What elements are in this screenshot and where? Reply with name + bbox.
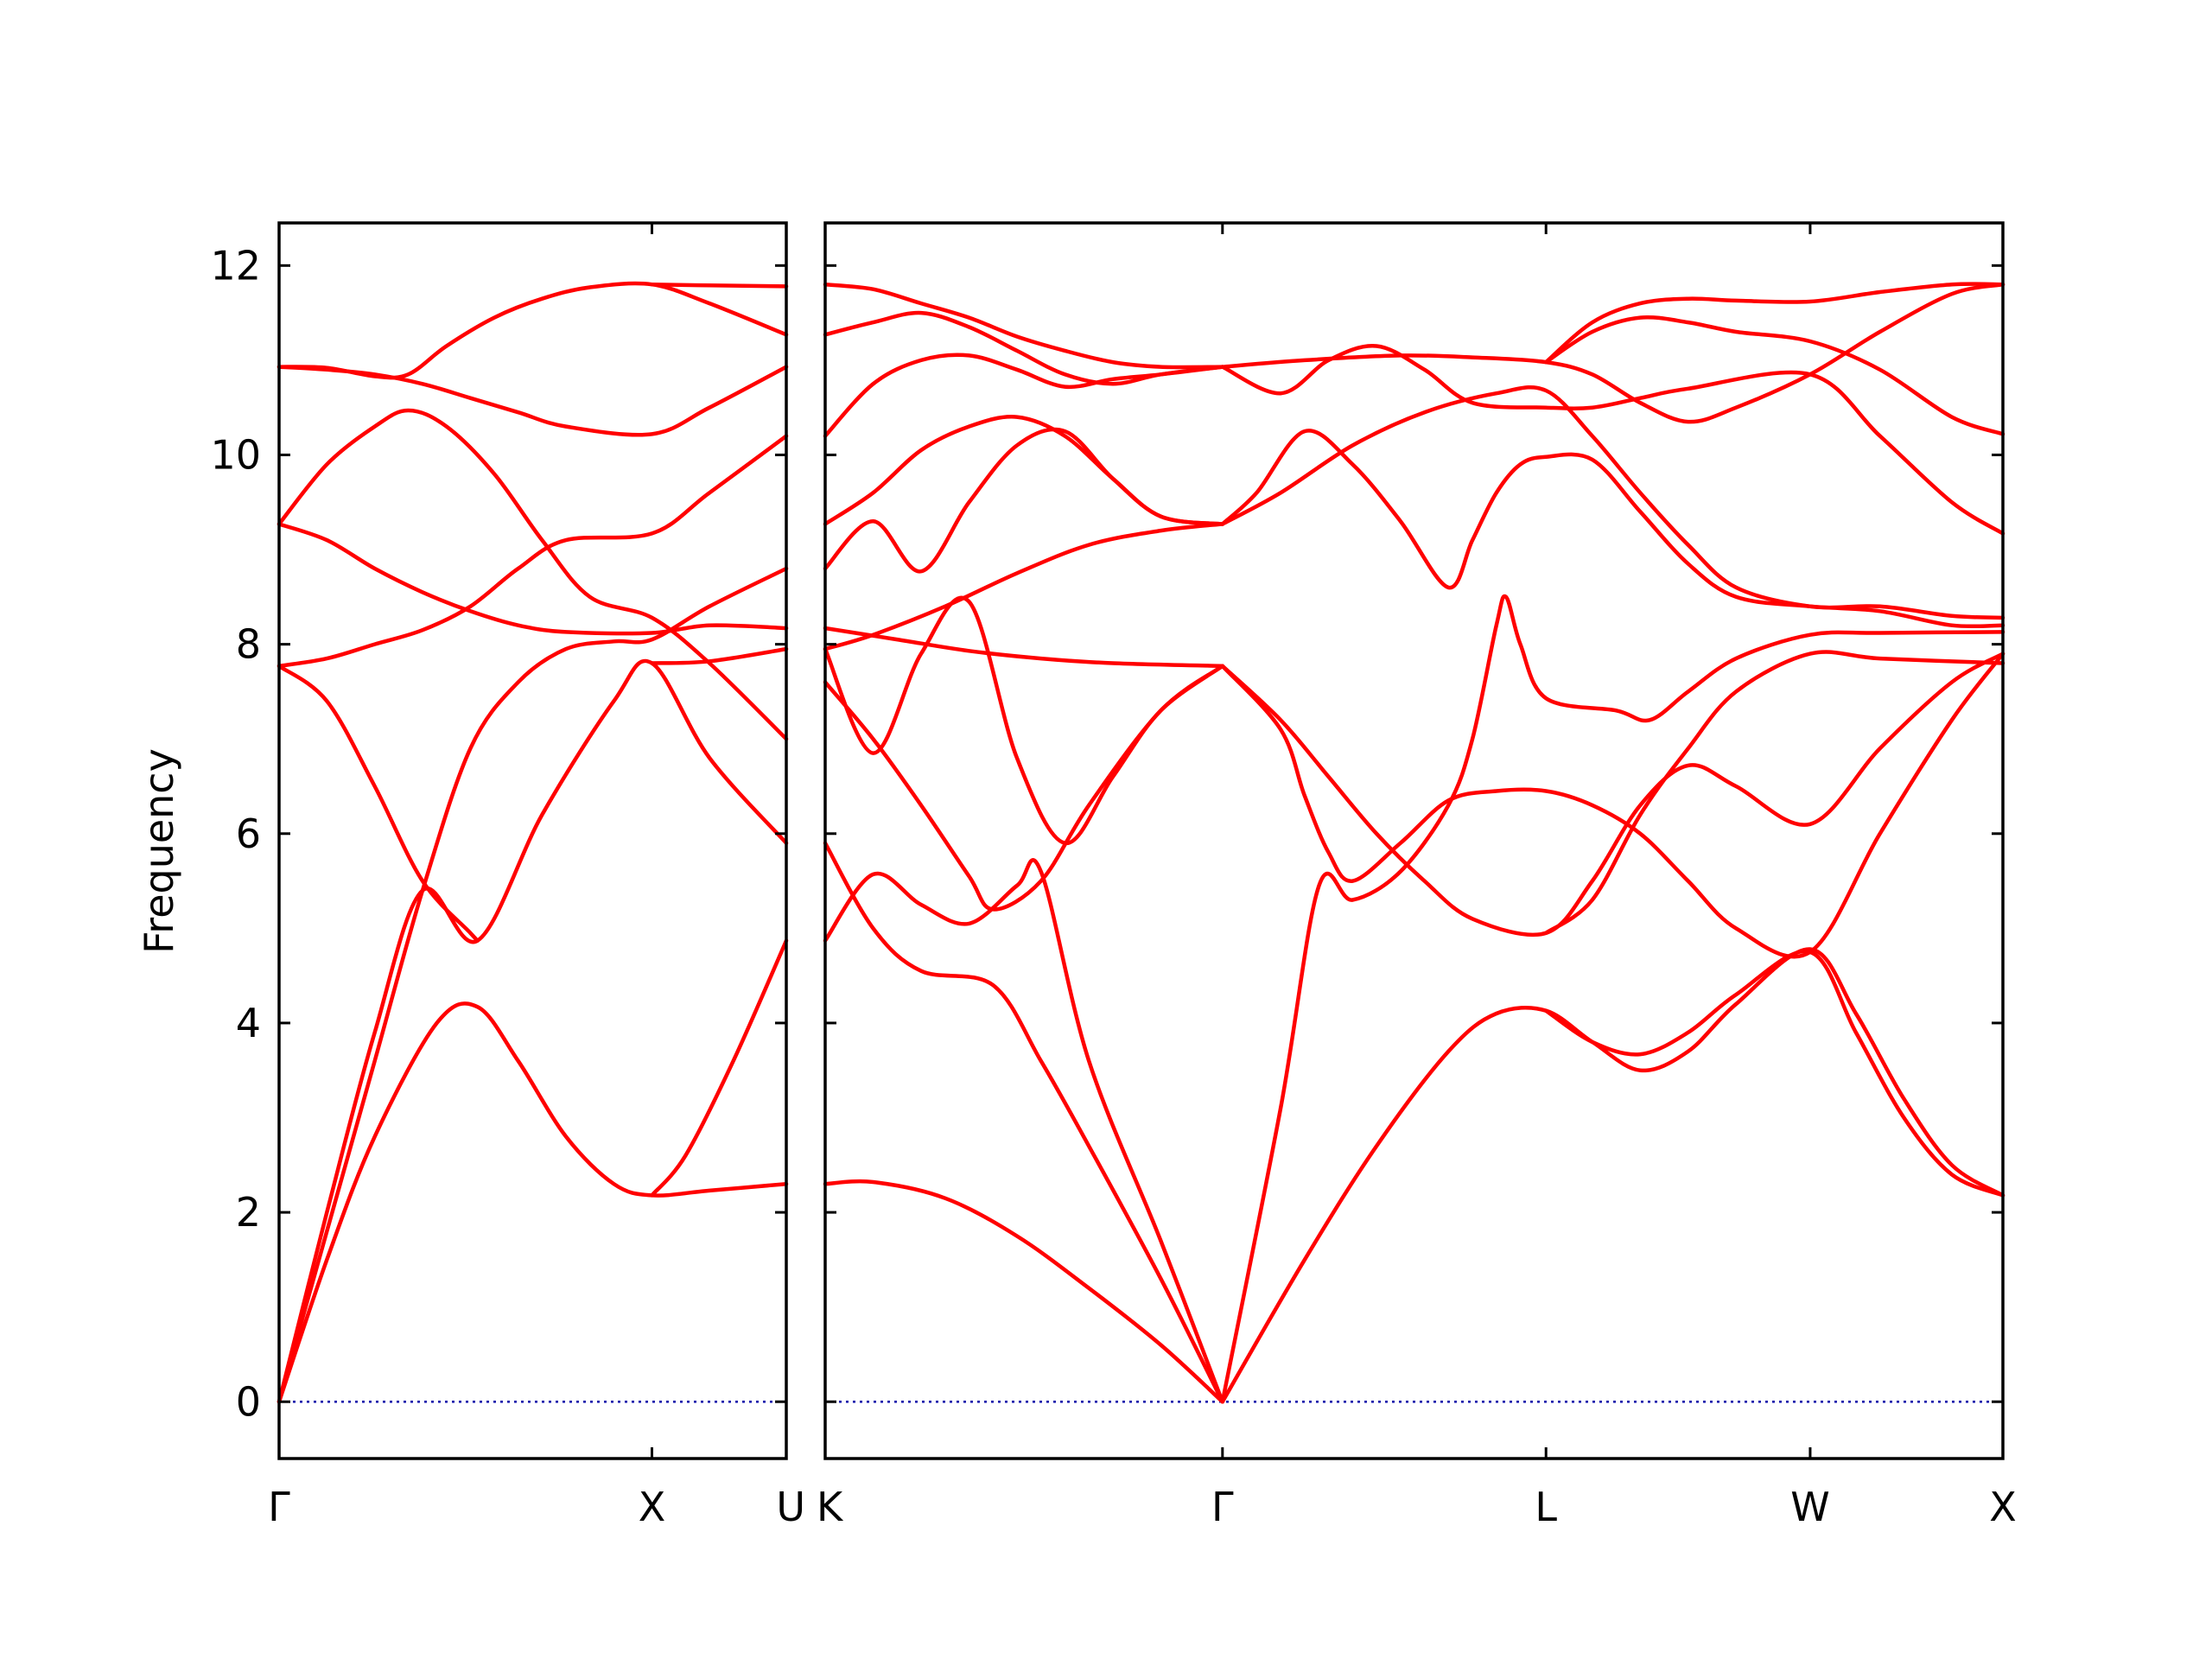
band-1-6: [823, 415, 1225, 526]
y-tick-label: 12: [210, 242, 261, 289]
band-0-8: [276, 365, 789, 437]
y-tick-label: 4: [236, 1000, 261, 1046]
y-tick-label: 8: [236, 621, 261, 668]
x-tick-label: Γ: [268, 1484, 290, 1530]
band-1-0: [823, 1179, 1225, 1404]
x-tick-label: U: [776, 1484, 805, 1530]
band-1-17: [1543, 650, 2005, 936]
band-1-12: [1220, 594, 2005, 1404]
band-1-15: [1220, 652, 2005, 938]
band-1-14: [1543, 949, 2005, 1198]
band-1-18: [1220, 385, 2005, 620]
x-tick-label: X: [639, 1484, 666, 1530]
band-0-4: [276, 664, 480, 943]
y-tick-label: 0: [236, 1378, 261, 1425]
band-1-21: [1220, 282, 2005, 424]
band-1-11: [823, 522, 1225, 652]
band-1-13: [1220, 947, 2005, 1404]
band-1-20: [1220, 344, 2005, 536]
x-tick-label: L: [1535, 1484, 1557, 1530]
band-0-11: [650, 282, 789, 289]
band-1-2: [823, 841, 1225, 1404]
x-tick-label: K: [817, 1484, 844, 1530]
x-tick-label: X: [1989, 1484, 2017, 1530]
band-1-1: [823, 858, 1225, 1404]
panel-frame: [823, 221, 2005, 1460]
band-0-0: [276, 1001, 789, 1404]
band-0-5: [276, 434, 789, 669]
band-1-22: [1543, 315, 2005, 436]
band-1-19: [1220, 429, 2005, 629]
band-1-9: [823, 282, 1225, 370]
y-tick-label: 6: [236, 810, 261, 857]
panel-frame: [277, 221, 788, 1460]
y-tick-label: 2: [236, 1189, 261, 1236]
band-0-1: [276, 566, 789, 1404]
band-1-23: [1543, 282, 2005, 365]
band-1-16: [1220, 652, 2005, 959]
y-axis: 0 2 4 6 8 10 12: [210, 242, 261, 1425]
band-0-9: [276, 281, 789, 380]
y-tick-label: 10: [210, 431, 261, 478]
x-tick-label: Γ: [1211, 1484, 1234, 1530]
band-1-4: [823, 595, 1225, 845]
band-0-3: [650, 938, 789, 1198]
band-1-10: [823, 626, 1225, 669]
band-1-8: [823, 310, 1225, 386]
x-tick-label: W: [1790, 1484, 1829, 1530]
band-1-5: [823, 427, 1225, 574]
band-0-6: [276, 522, 789, 636]
band-0-2: [276, 658, 789, 1404]
band-0-7: [276, 408, 789, 741]
band-0-10: [650, 646, 789, 665]
y-axis-label: Frequency: [136, 748, 182, 954]
